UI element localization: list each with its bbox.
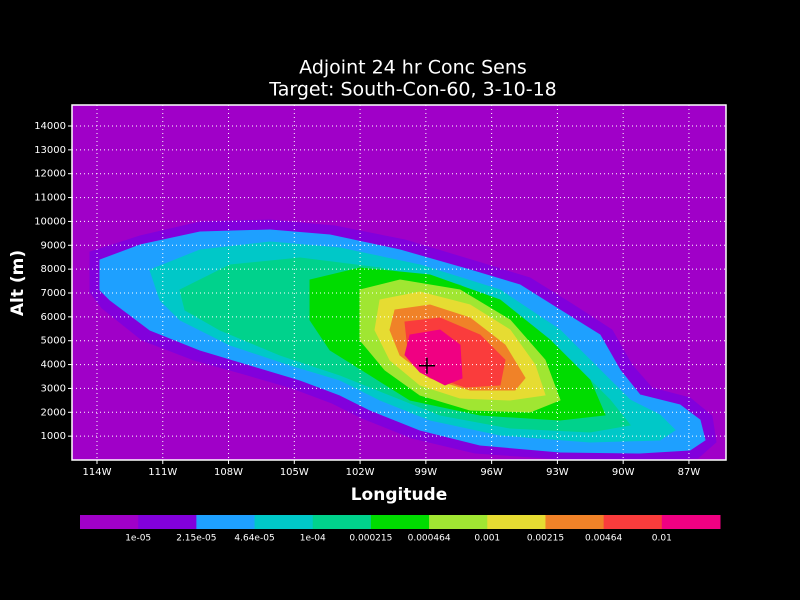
colorbar-box [661, 515, 721, 529]
x-tick-label: 99W [415, 467, 438, 478]
colorbar-box [603, 515, 663, 529]
x-tick-label: 87W [678, 467, 701, 478]
colorbar-label: 1e-04 [300, 534, 326, 544]
y-tick-label: 13000 [34, 145, 66, 156]
x-tick-label: 111W [148, 467, 177, 478]
x-tick-label: 90W [612, 467, 635, 478]
y-tick-label: 6000 [41, 312, 66, 323]
colorbar-box [312, 515, 372, 529]
x-tick-label: 93W [546, 467, 569, 478]
colorbar-box [487, 515, 546, 529]
y-axis-label: Alt (m) [8, 250, 28, 316]
y-tick-label: 5000 [41, 336, 66, 347]
colorbar-box [80, 515, 139, 529]
colorbar-box [196, 515, 256, 529]
y-tick-label: 14000 [34, 121, 66, 132]
x-tick-label: 96W [480, 467, 503, 478]
colorbar-label: 2.15e-05 [176, 534, 216, 544]
y-tick-label: 9000 [41, 240, 66, 251]
x-tick-label: 108W [214, 467, 243, 478]
colorbar-label: 0.00464 [585, 534, 622, 544]
colorbar-box [138, 515, 197, 529]
contour-band [404, 329, 463, 386]
colorbar-label: 0.01 [652, 534, 672, 544]
plot-border [71, 104, 727, 461]
colorbar-box [254, 515, 314, 529]
y-tick-label: 10000 [34, 216, 66, 227]
y-tick-label: 11000 [34, 193, 66, 204]
y-tick-label: 4000 [41, 360, 66, 371]
colorbar-label: 0.000215 [349, 534, 392, 544]
y-tick-label: 3000 [41, 383, 66, 394]
colorbar-label: 4.64e-05 [234, 534, 274, 544]
y-tick-label: 12000 [34, 169, 66, 180]
colorbar-label: 0.00215 [527, 534, 564, 544]
x-tick-label: 102W [346, 467, 375, 478]
colorbar-label: 0.001 [474, 534, 500, 544]
colorbar-box [545, 515, 605, 529]
y-tick-label: 2000 [41, 407, 66, 418]
y-tick-label: 7000 [41, 288, 66, 299]
chart-subtitle: Target: South-Con-60, 3-10-18 [268, 79, 557, 101]
colorbar-box [429, 515, 488, 529]
x-tick-label: 105W [280, 467, 309, 478]
y-tick-label: 8000 [41, 264, 66, 275]
x-axis-label: Longitude [351, 485, 448, 505]
chart-title: Adjoint 24 hr Conc Sens [299, 57, 527, 79]
colorbar-label: 1e-05 [125, 534, 151, 544]
colorbar-label: 0.000464 [408, 534, 451, 544]
colorbar-box [370, 515, 430, 529]
target-marker [418, 357, 435, 374]
y-tick-label: 1000 [41, 431, 66, 442]
x-tick-label: 114W [83, 467, 112, 478]
